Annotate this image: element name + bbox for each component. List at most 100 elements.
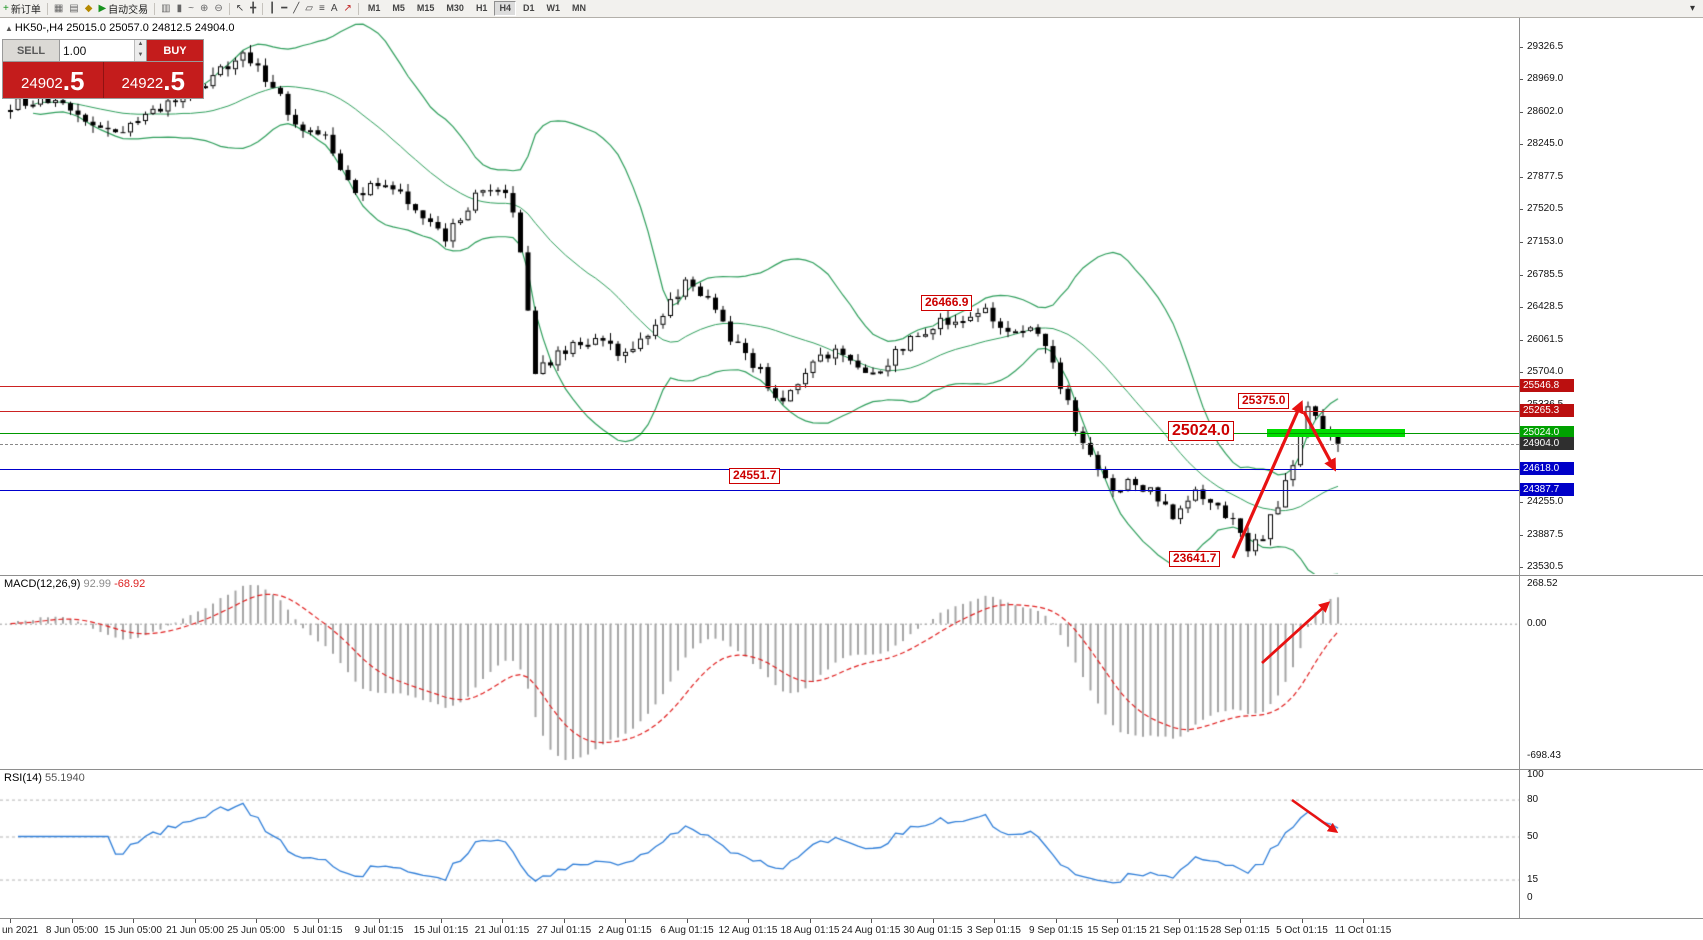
alerts-button[interactable]: ◆ xyxy=(82,1,96,16)
timeframe-m15-button[interactable]: M15 xyxy=(416,3,435,13)
zoom-out-button[interactable]: ⊖ xyxy=(211,1,225,16)
profiles-button[interactable]: ▤ xyxy=(66,1,81,16)
time-axis-label: 30 Aug 01:15 xyxy=(903,925,963,936)
vertical-line-icon: ┃ xyxy=(269,3,276,14)
rsi-value: 55.1940 xyxy=(44,772,85,784)
zoom-out-icon: ⊖ xyxy=(214,3,223,14)
price-annotation-25024.0[interactable]: 25024.0 xyxy=(1168,421,1234,442)
volume-up-icon[interactable]: ▲ xyxy=(134,40,146,51)
horizontal-line-button[interactable]: ━ xyxy=(278,1,290,16)
time-axis-label: 21 Sep 01:15 xyxy=(1149,925,1209,936)
macd-indicator-label: MACD(12,26,9) 92.99 -68.92 xyxy=(4,578,145,590)
time-tick-mark xyxy=(133,919,134,923)
bar-chart-icon: ▥ xyxy=(161,3,171,14)
level-line-25546.8[interactable] xyxy=(0,386,1519,387)
level-line-24904.0[interactable] xyxy=(0,444,1519,445)
price-annotation-25375.0[interactable]: 25375.0 xyxy=(1238,393,1290,409)
rsi-scale-0: 0 xyxy=(1527,892,1533,903)
buy-price-main: 24922 xyxy=(121,75,164,92)
price-tick-label: 27877.5 xyxy=(1527,171,1564,182)
timeframe-m5-button[interactable]: M5 xyxy=(392,3,405,13)
price-annotation-26466.9[interactable]: 26466.9 xyxy=(921,295,973,311)
vertical-line-button[interactable]: ┃ xyxy=(266,1,278,16)
time-tick-mark xyxy=(564,919,565,923)
charts-grid-button[interactable]: ▦ xyxy=(51,1,66,16)
timeframe-m1-button[interactable]: M1 xyxy=(367,3,381,13)
fibonacci-button[interactable]: ≡ xyxy=(316,1,328,16)
level-line-25265.3[interactable] xyxy=(0,411,1519,412)
candlestick-button[interactable]: ▮ xyxy=(174,1,186,16)
level-line-25024.0[interactable] xyxy=(0,433,1519,434)
new-order-button[interactable]: + 新订单 xyxy=(0,1,44,16)
volume-down-icon[interactable]: ▼ xyxy=(134,50,146,61)
macd-panel-separator[interactable] xyxy=(0,575,1703,576)
level-line-24387.7[interactable] xyxy=(0,490,1519,491)
timeframe-mn-button[interactable]: MN xyxy=(571,3,586,13)
time-axis-label: 5 Oct 01:15 xyxy=(1276,925,1328,936)
macd-scale-top: 268.52 xyxy=(1527,578,1558,589)
time-axis-label: 28 Sep 01:15 xyxy=(1210,925,1270,936)
timeframe-m30-button[interactable]: M30 xyxy=(446,3,464,13)
buy-button[interactable]: BUY xyxy=(147,40,203,61)
sell-button[interactable]: SELL xyxy=(3,40,59,61)
sell-price-main: 24902 xyxy=(21,75,63,92)
time-tick-mark xyxy=(10,919,11,923)
price-tick-mark xyxy=(1519,79,1523,80)
sell-price-frac: .5 xyxy=(62,66,85,96)
price-annotation-23641.7[interactable]: 23641.7 xyxy=(1169,551,1221,567)
time-axis-label: 27 Jul 01:15 xyxy=(536,925,592,936)
cursor-button[interactable]: ↖ xyxy=(233,1,247,16)
time-tick-mark xyxy=(1117,919,1118,923)
sell-price-button[interactable]: 24902.5 xyxy=(3,62,103,98)
plus-icon: + xyxy=(3,3,9,14)
candlestick-icon: ▮ xyxy=(176,3,183,14)
diamond-icon: ◆ xyxy=(84,3,93,14)
trendline-button[interactable]: ╱ xyxy=(290,1,302,16)
price-tick-mark xyxy=(1519,177,1523,178)
price-tick-label: 26061.5 xyxy=(1527,334,1564,345)
channel-button[interactable]: ▱ xyxy=(302,1,316,16)
timeframe-h4-button[interactable]: H4 xyxy=(494,1,516,16)
buy-price-frac: .5 xyxy=(163,66,185,96)
timeframe-d1-button[interactable]: D1 xyxy=(522,3,535,13)
volume-input[interactable] xyxy=(60,40,134,61)
time-axis-label: 9 Jul 01:15 xyxy=(354,925,404,936)
line-chart-button[interactable]: ~ xyxy=(185,1,197,16)
buy-price-button[interactable]: 24922.5 xyxy=(102,62,203,98)
arrow-icon: ↗ xyxy=(343,3,352,14)
price-annotation-24551.7[interactable]: 24551.7 xyxy=(729,468,781,484)
price-tick-label: 27153.0 xyxy=(1527,236,1564,247)
zoom-in-icon: ⊕ xyxy=(199,3,209,14)
new-order-button-label: 新订单 xyxy=(10,5,41,16)
toolbar: + 新订单 ▦ ▤ ◆ ▶ 自动交易 ▥ ▮ ~ ⊕ ⊖ ↖ ╋ ┃ ━ ╱ ▱ ≡ A ↗ M1 M5 M15 M30 H1 H4… xyxy=(0,0,1703,18)
toolbar-more-button[interactable]: ▾ xyxy=(1687,1,1698,16)
rsi-panel-separator[interactable] xyxy=(0,769,1703,770)
crosshair-button[interactable]: ╋ xyxy=(247,1,259,16)
autotrading-button[interactable]: ▶ 自动交易 xyxy=(95,1,151,16)
time-tick-mark xyxy=(1179,919,1180,923)
timeframe-w1-button[interactable]: W1 xyxy=(546,3,560,13)
arrows-button[interactable]: ↗ xyxy=(340,1,354,16)
text-button[interactable]: A xyxy=(328,1,341,16)
timeframe-h1-button[interactable]: H1 xyxy=(475,3,488,13)
zoom-in-button[interactable]: ⊕ xyxy=(197,1,211,16)
price-tick-label: 28245.0 xyxy=(1527,138,1564,149)
chevron-down-icon: ▾ xyxy=(1689,3,1695,14)
play-icon: ▶ xyxy=(98,3,107,14)
price-tick-mark xyxy=(1519,144,1523,145)
price-tick-label: 26428.5 xyxy=(1527,301,1564,312)
time-tick-mark xyxy=(1363,919,1364,923)
crosshair-icon: ╋ xyxy=(250,3,257,14)
time-axis-label: 15 Jul 01:15 xyxy=(413,925,469,936)
one-click-trade-widget: SELL ▲ ▼ BUY 24902.5 24922.5 xyxy=(2,39,204,99)
layout-icon: ▤ xyxy=(69,3,79,14)
bar-chart-button[interactable]: ▥ xyxy=(158,1,173,16)
time-axis-label: 18 Aug 01:15 xyxy=(780,925,840,936)
toolbar-separator xyxy=(228,2,230,15)
macd-main-value: 92.99 xyxy=(83,578,112,590)
rsi-scale-100: 100 xyxy=(1527,769,1544,780)
time-axis-label: 3 Sep 01:15 xyxy=(967,925,1021,936)
time-tick-mark xyxy=(502,919,503,923)
time-tick-mark xyxy=(810,919,811,923)
